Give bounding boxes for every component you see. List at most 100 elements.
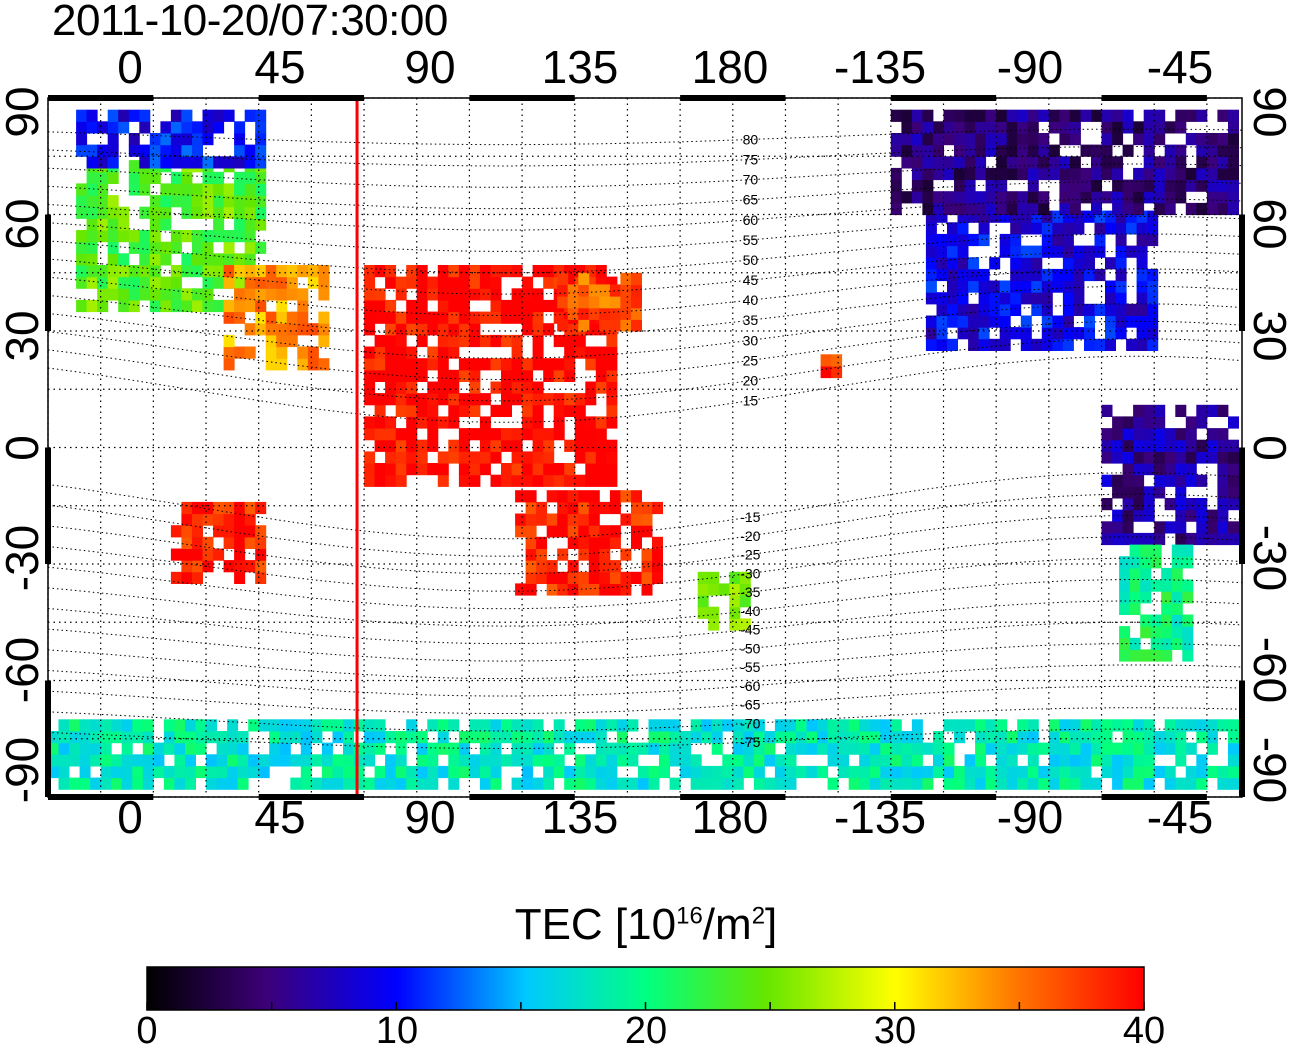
tec-cell (118, 109, 130, 122)
tec-cell (1006, 202, 1018, 216)
tec-cell (100, 777, 112, 790)
tec-cell (374, 439, 386, 452)
tec-cell (1175, 731, 1187, 744)
tec-cell (838, 742, 850, 755)
tec-cell (395, 358, 407, 371)
tec-cell (286, 311, 298, 324)
tec-cell (1091, 731, 1102, 744)
tec-cell (796, 765, 807, 779)
tec-cell (385, 428, 397, 441)
tec-cell (223, 109, 235, 122)
tec-cell (501, 311, 512, 324)
tec-cell (300, 754, 312, 767)
tec-cell (890, 719, 902, 732)
tec-cell (213, 218, 225, 231)
tec-cell (163, 742, 175, 755)
tec-cell (469, 369, 481, 382)
tec-cell (936, 233, 948, 247)
magnetic-latitude-label: 55 (743, 232, 759, 248)
tec-cell (69, 742, 81, 755)
tec-cell (585, 777, 597, 790)
tec-cell (1101, 765, 1113, 779)
tec-cell (269, 719, 281, 732)
tec-cell (427, 404, 439, 417)
tec-cell (395, 451, 407, 464)
tec-cell (585, 731, 597, 744)
tec-cell (469, 754, 481, 767)
tec-cell (149, 218, 161, 231)
tec-cell (1112, 167, 1124, 181)
tec-cell (753, 719, 765, 732)
tec-cell (406, 416, 418, 429)
tec-cell (606, 463, 618, 476)
tec-cell (1175, 486, 1187, 499)
tec-cell (1062, 210, 1074, 223)
tec-cell (364, 299, 376, 313)
tec-cell (1182, 544, 1194, 557)
tec-cell (564, 463, 576, 476)
tec-cell (957, 327, 969, 340)
tec-cell (1041, 280, 1053, 293)
tec-cell (202, 183, 214, 196)
tec-cell (174, 742, 186, 755)
magnetic-latitude-label: 30 (743, 332, 759, 348)
tec-cell (1185, 463, 1197, 476)
tec-cell (142, 777, 154, 790)
tec-cell (1115, 327, 1127, 340)
tec-cell (532, 754, 544, 767)
tec-cell (922, 742, 934, 755)
tec-cell (1164, 167, 1176, 181)
tec-cell (511, 777, 523, 790)
tec-cell (578, 490, 590, 503)
tec-cell (922, 167, 934, 181)
tec-cell (1059, 191, 1071, 204)
tec-cell (149, 230, 161, 243)
tec-cell (300, 765, 312, 779)
tec-cell (490, 428, 502, 441)
tec-cell (1147, 233, 1159, 247)
tec-cell (318, 323, 330, 336)
tec-cell (1196, 416, 1208, 429)
tec-cell (848, 719, 860, 732)
tec-cell (999, 210, 1011, 223)
tec-cell (1196, 451, 1208, 464)
tec-cell (244, 109, 256, 122)
tec-cell (1136, 210, 1148, 223)
tec-cell (553, 393, 565, 406)
tec-cell (522, 428, 534, 441)
tec-cell (1164, 521, 1176, 534)
tec-cell (469, 404, 481, 417)
tec-cell (1228, 451, 1239, 464)
tec-cell (437, 299, 449, 313)
tec-cell (448, 393, 460, 406)
tec-cell (1164, 474, 1176, 487)
tec-cell (1101, 428, 1113, 441)
tec-cell (223, 241, 235, 254)
tec-cell (223, 299, 235, 313)
tec-cell (364, 393, 376, 406)
tec-cell (107, 276, 119, 289)
tec-cell (996, 777, 1008, 790)
tec-cell (1171, 579, 1183, 592)
tec-cell (701, 719, 713, 732)
tec-cell (638, 742, 649, 755)
tec-cell (1052, 315, 1064, 328)
tec-cell (1164, 179, 1176, 192)
tec-cell (1112, 121, 1124, 134)
tec-cell (609, 536, 621, 549)
tec-cell (374, 358, 386, 371)
tec-cell (1154, 521, 1166, 534)
tec-cell (1027, 731, 1039, 744)
tec-cell (1101, 167, 1113, 181)
tec-cell (364, 346, 376, 359)
tec-cell (1122, 179, 1134, 192)
tec-cell (859, 742, 871, 755)
tec-cell (1206, 404, 1218, 417)
tec-cell (606, 451, 618, 464)
tec-cell (1112, 179, 1124, 192)
tec-cell (1182, 614, 1194, 627)
tec-cell (458, 288, 470, 301)
magnetic-latitude-contour (47, 664, 1243, 697)
tec-cell (79, 765, 91, 779)
tec-cell (86, 241, 98, 254)
